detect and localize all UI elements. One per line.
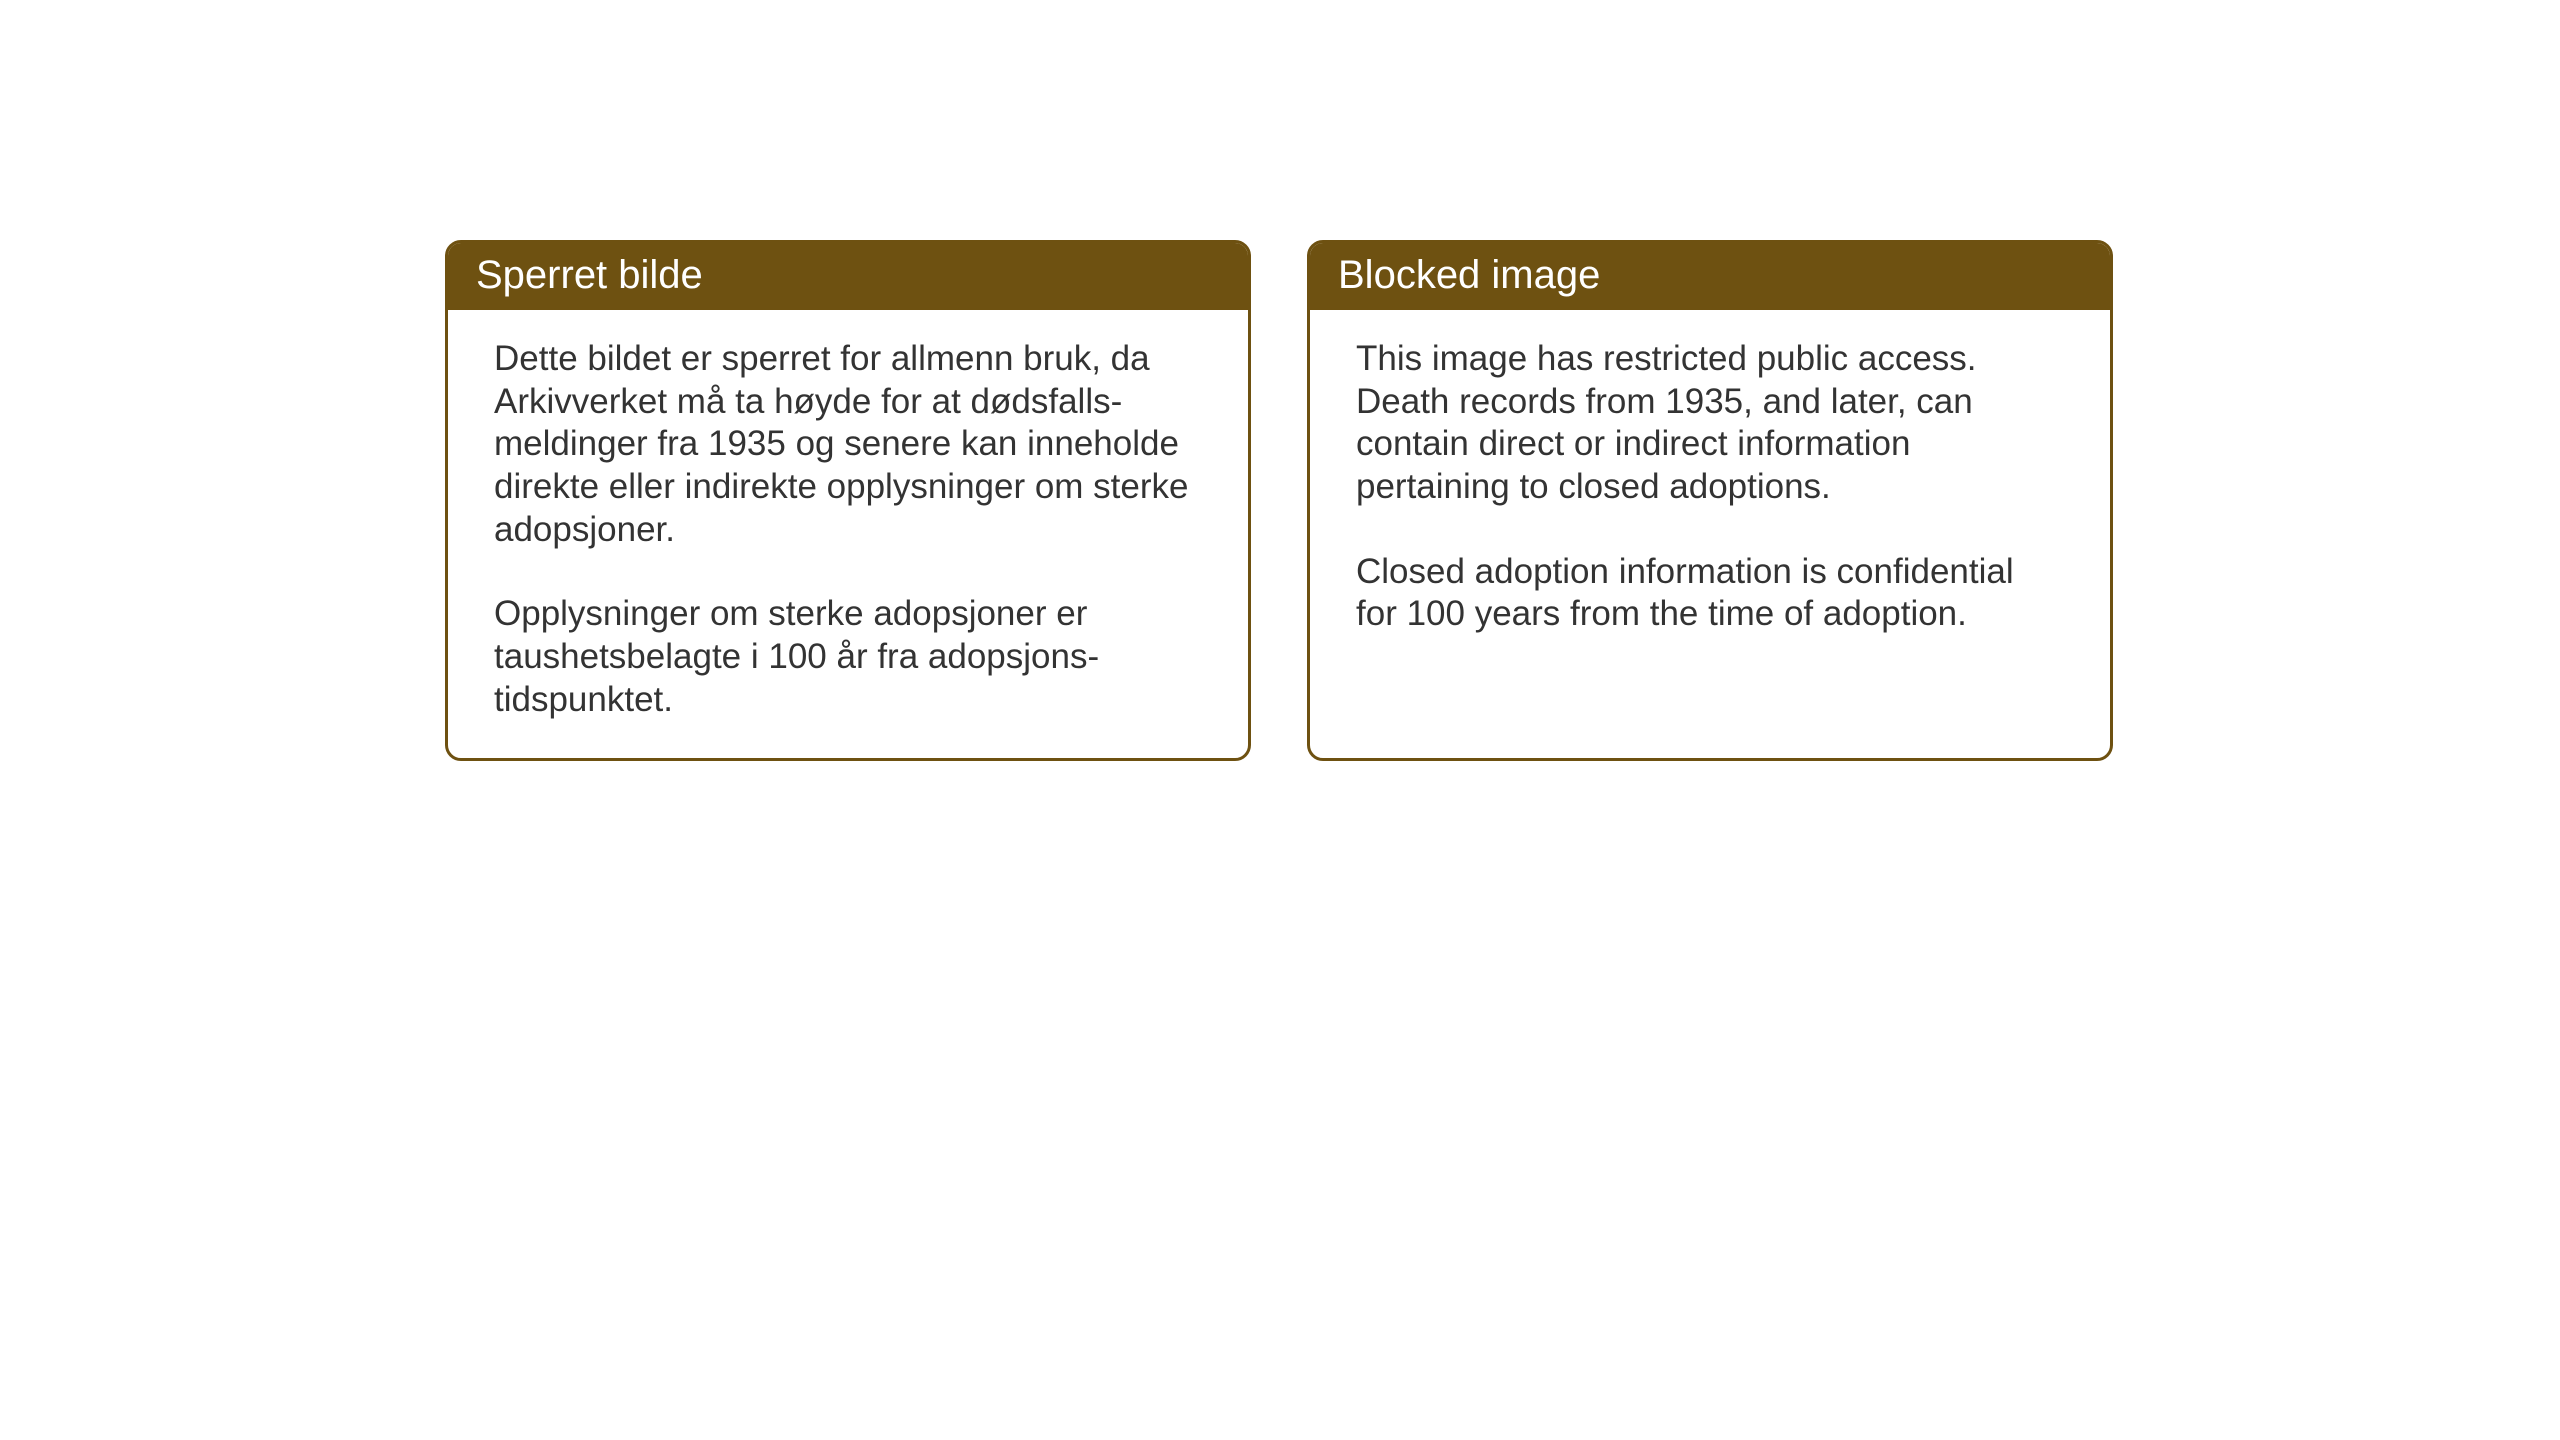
notice-para2-english: Closed adoption information is confident… (1356, 551, 2064, 636)
paragraph-spacer (494, 551, 1202, 593)
notice-box-english: Blocked image This image has restricted … (1307, 240, 2113, 761)
notice-para1-norwegian: Dette bildet er sperret for allmenn bruk… (494, 338, 1202, 551)
notice-box-norwegian: Sperret bilde Dette bildet er sperret fo… (445, 240, 1251, 761)
notice-body-norwegian: Dette bildet er sperret for allmenn bruk… (448, 310, 1248, 758)
notice-para2-norwegian: Opplysninger om sterke adopsjoner er tau… (494, 593, 1202, 721)
notice-title-norwegian: Sperret bilde (448, 243, 1248, 310)
notice-para1-english: This image has restricted public access.… (1356, 338, 2064, 509)
notice-container: Sperret bilde Dette bildet er sperret fo… (445, 240, 2113, 761)
notice-body-english: This image has restricted public access.… (1310, 310, 2110, 672)
notice-title-english: Blocked image (1310, 243, 2110, 310)
paragraph-spacer (1356, 509, 2064, 551)
